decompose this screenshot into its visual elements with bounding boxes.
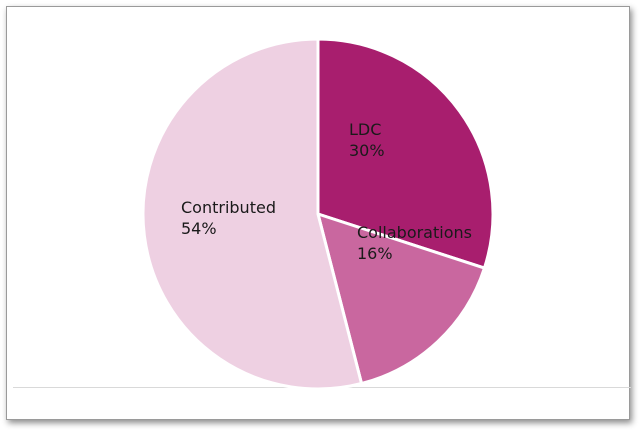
pie-slice-contributed [141,37,364,391]
pie-slice-collaborations [316,212,486,385]
slice-label-contributed: Contributed [181,198,276,217]
chart-frame: LDC 30% Collaborations 16% Contributed 54% [6,6,631,420]
slice-label-ldc: LDC [349,120,381,139]
slice-value-ldc: 30% [349,141,385,160]
slice-value-collaborations: 16% [357,244,393,263]
pie-chart: LDC 30% Collaborations 16% Contributed 54% [141,37,495,391]
slice-label-collaborations: Collaborations [357,223,472,242]
slice-value-contributed: 54% [181,219,217,238]
pie-slice-ldc [316,37,495,270]
